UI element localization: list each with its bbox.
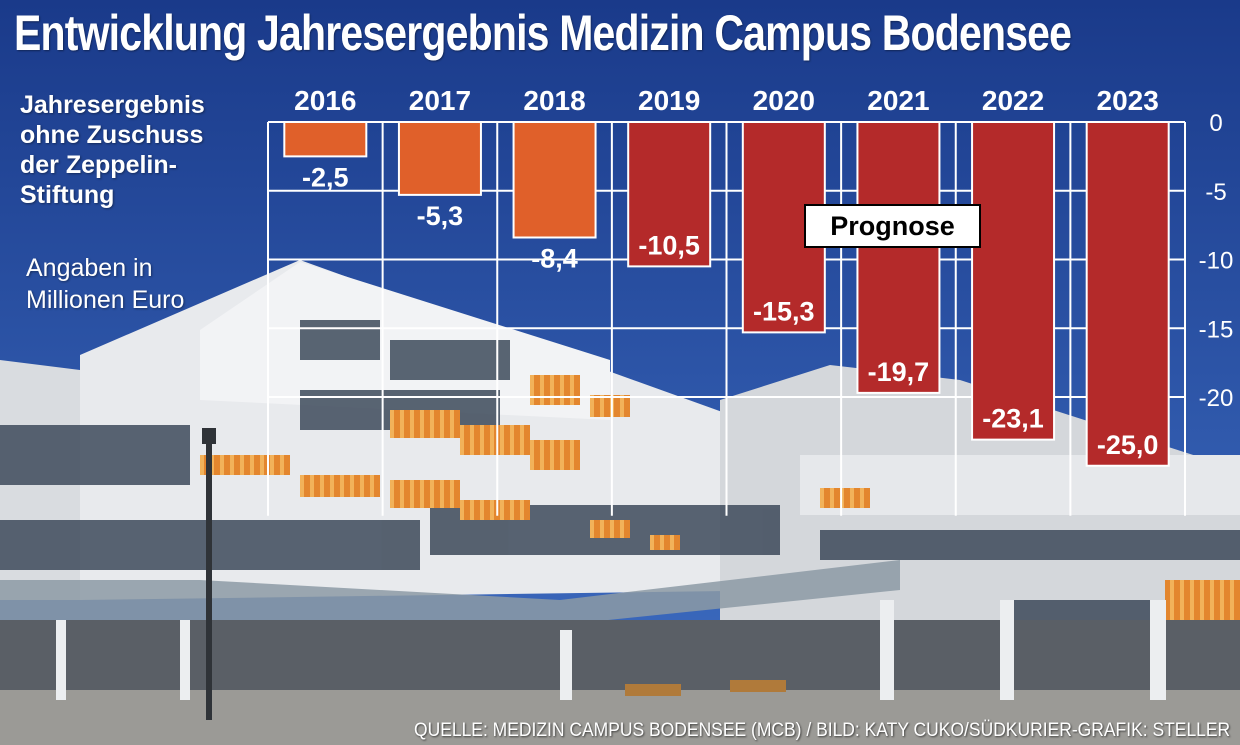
bar-2017	[397, 121, 482, 196]
data-label: -23,1	[982, 404, 1044, 434]
x-tick-label: 2023	[1097, 85, 1159, 116]
value-labels: -2,5 -5,3 -8,4 -10,5 -15,3 -19,7 -23,1 -25,0 Pro…	[302, 162, 1158, 459]
x-tick-label: 2019	[638, 85, 700, 116]
data-label: -25,0	[1097, 430, 1159, 460]
y-tick-label: -10	[1199, 248, 1234, 275]
bar-2023	[1085, 121, 1170, 467]
page-title: Entwicklung Jahresergebnis Medizin Campu…	[14, 5, 1072, 61]
source-credit: QUELLE: MEDIZIN CAMPUS BODENSEE (MCB) / …	[413, 720, 1230, 741]
axes: 0 -5 -10 -15 -20 2016 2017 2018 2019 2020 2021 2022…	[294, 85, 1233, 412]
bar-2021	[856, 121, 941, 394]
x-tick-label: 2018	[523, 85, 585, 116]
chart-subtitle: Jahresergebnis ohne Zuschuss der Zeppeli…	[20, 91, 205, 209]
forecast-label: Prognose	[830, 211, 955, 241]
y-tick-label: -15	[1199, 316, 1234, 343]
x-tick-label: 2017	[409, 85, 471, 116]
bar-2018	[512, 121, 597, 239]
x-tick-label: 2021	[867, 85, 929, 116]
y-tick-label: -5	[1205, 179, 1226, 206]
units-note: Angaben in Millionen Euro	[26, 254, 185, 314]
data-label: -15,3	[753, 296, 815, 326]
y-tick-label: 0	[1209, 110, 1222, 137]
x-tick-label: 2016	[294, 85, 356, 116]
data-label: -8,4	[531, 244, 578, 274]
data-label: -10,5	[638, 230, 700, 260]
data-label: -5,3	[417, 201, 464, 231]
bars	[283, 121, 1170, 467]
x-tick-label: 2020	[753, 85, 815, 116]
entrance-canopy	[0, 560, 900, 625]
bar-2019	[627, 121, 712, 268]
bar-2016	[283, 121, 368, 158]
x-tick-label: 2022	[982, 85, 1044, 116]
bar-2022	[971, 121, 1056, 441]
data-label: -19,7	[868, 357, 930, 387]
data-label: -2,5	[302, 162, 349, 192]
y-tick-label: -20	[1199, 385, 1234, 412]
forecast-label-box	[804, 204, 981, 248]
